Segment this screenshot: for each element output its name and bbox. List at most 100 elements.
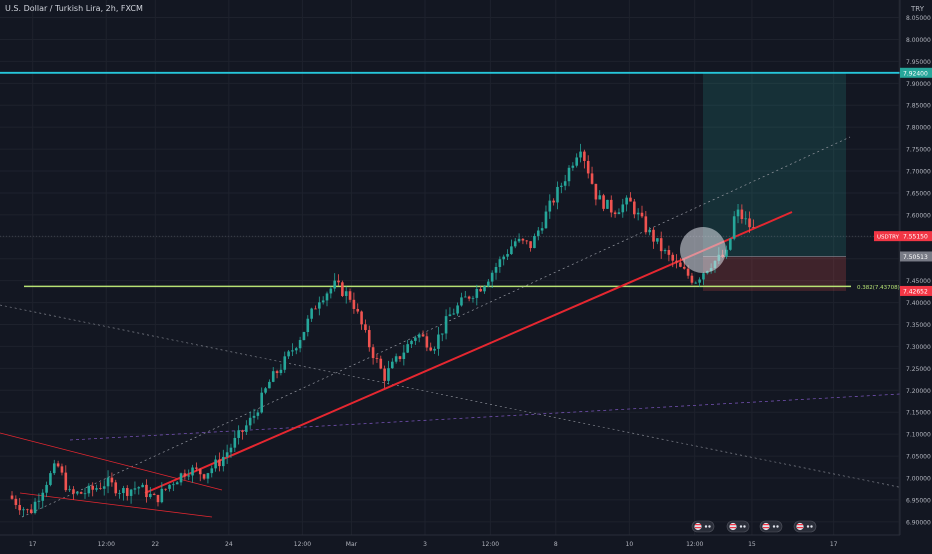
candle-body xyxy=(202,474,206,479)
candle-body xyxy=(463,296,467,298)
candle-body xyxy=(329,288,333,294)
candle-body xyxy=(540,228,544,231)
candle-body xyxy=(337,280,340,283)
flag-stripe xyxy=(730,527,736,529)
chart-title: U.S. Dollar / Turkish Lira, 2h, FXCM xyxy=(5,4,143,13)
time-tick-label: 3 xyxy=(423,541,427,548)
candle-body xyxy=(318,302,321,309)
candle-body xyxy=(740,209,744,220)
candle-body xyxy=(133,488,137,490)
candle-body xyxy=(321,300,325,303)
candle-body xyxy=(494,267,498,273)
candle-body xyxy=(341,282,344,296)
candle-body xyxy=(671,254,675,261)
candle-body xyxy=(548,200,552,212)
grid-lines xyxy=(0,0,900,535)
event-markers[interactable] xyxy=(691,520,817,533)
price-tick-label: 7.45000 xyxy=(906,278,931,285)
candle-body xyxy=(652,229,655,242)
price-tick-label: 7.95000 xyxy=(906,59,931,66)
candle-body xyxy=(179,473,183,483)
purple-dashed-line[interactable] xyxy=(69,393,901,441)
candle-body xyxy=(49,473,52,485)
candle-series xyxy=(10,143,755,517)
candle-body xyxy=(444,316,448,334)
candle-body xyxy=(602,195,605,209)
candle-body xyxy=(490,272,494,282)
event-dot xyxy=(806,525,810,528)
candle-body xyxy=(613,212,617,215)
candle-body xyxy=(221,456,225,467)
candle-body xyxy=(41,492,45,501)
candle-body xyxy=(452,313,456,315)
candle-body xyxy=(629,197,632,202)
candle-body xyxy=(294,348,298,351)
time-axis[interactable]: 17 12:00 22 24 12:00 Mar 3 12:00 8 10 12:00 15 17 xyxy=(0,534,900,548)
candle-body xyxy=(14,498,18,506)
candle-body xyxy=(114,482,118,494)
candle-body xyxy=(425,336,429,348)
price-tick-label: 7.20000 xyxy=(906,388,931,395)
time-tick-label: 12:00 xyxy=(686,541,703,548)
candle-body xyxy=(271,371,275,382)
time-tick-label: 15 xyxy=(748,541,756,548)
last-price-label: 7.55150 xyxy=(903,234,928,241)
candle-body xyxy=(360,311,363,325)
price-tick-label: 7.10000 xyxy=(906,432,931,439)
price-tick-label: 7.65000 xyxy=(906,190,931,197)
candle-body xyxy=(544,211,548,229)
candle-body xyxy=(210,468,214,474)
candle-body xyxy=(525,240,529,242)
event-flag-icon[interactable] xyxy=(691,520,715,533)
candle-body xyxy=(106,477,110,487)
candle-body xyxy=(460,297,463,306)
candle-body xyxy=(129,489,133,496)
candle-body xyxy=(229,447,233,453)
event-flag-icon[interactable] xyxy=(759,520,783,533)
price-axis[interactable]: 8.05000 8.00000 7.95000 7.90000 7.85000 7.800… xyxy=(874,0,932,550)
wedge-upper-line[interactable] xyxy=(0,432,223,491)
candle-body xyxy=(571,165,575,168)
candle-body xyxy=(517,238,521,242)
candle-body xyxy=(306,318,310,333)
candle-body xyxy=(563,181,567,186)
price-tick-label: 7.80000 xyxy=(906,125,931,132)
candle-body xyxy=(206,473,210,479)
price-tick-label: 7.30000 xyxy=(906,344,931,351)
candle-body xyxy=(168,484,171,489)
candle-body xyxy=(45,484,48,493)
channel-dashed-line[interactable] xyxy=(21,136,851,518)
time-tick-label: 22 xyxy=(151,541,159,548)
candle-body xyxy=(702,273,705,280)
time-tick-label: 17 xyxy=(29,541,37,548)
candle-body xyxy=(56,463,60,467)
price-tick-label: 7.70000 xyxy=(906,169,931,176)
candle-body xyxy=(475,288,479,298)
descending-dashed-line[interactable] xyxy=(0,304,929,494)
candle-body xyxy=(256,412,260,416)
candle-body xyxy=(83,493,87,495)
candle-body xyxy=(356,308,360,312)
candle-body xyxy=(149,493,152,498)
candle-body xyxy=(398,356,402,360)
flag-stripe xyxy=(797,524,803,526)
fib-level-label: 0.382(7.43708) xyxy=(857,285,900,291)
candle-body xyxy=(536,230,540,236)
candle-body xyxy=(487,281,490,287)
candle-body xyxy=(594,183,598,200)
flag-stripe xyxy=(695,527,701,529)
candle-body xyxy=(52,463,56,474)
candle-body xyxy=(456,305,459,314)
entry-price-tag xyxy=(900,251,932,262)
event-flag-icon[interactable] xyxy=(793,520,817,533)
price-axis-panel xyxy=(900,0,932,550)
flag-circle xyxy=(729,522,737,531)
event-dot xyxy=(704,525,708,528)
wedge-lower-line[interactable] xyxy=(19,492,213,518)
event-flag-icon[interactable] xyxy=(726,520,750,533)
candle-body xyxy=(91,485,94,490)
candle-body xyxy=(95,488,98,490)
time-tick-label: Mar xyxy=(346,541,358,548)
